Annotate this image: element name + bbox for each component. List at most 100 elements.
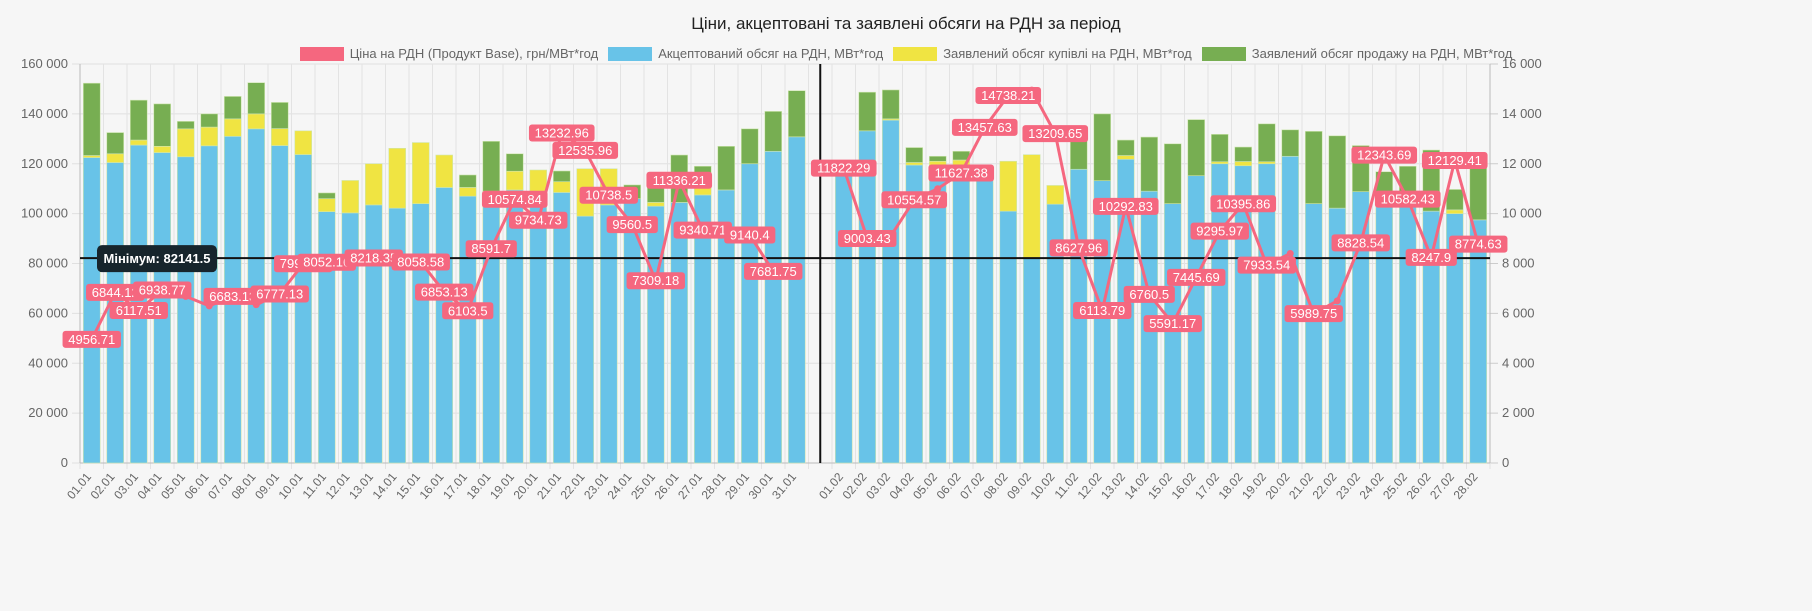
price-data-label: 9560.5 [606, 216, 658, 234]
legend-item[interactable]: Заявлений обсяг купівлі на РДН, МВт*год [893, 46, 1192, 61]
x-tick-label: 13.01 [346, 470, 376, 502]
bar-segment [1093, 180, 1112, 464]
price-label-text: 13232.96 [535, 126, 589, 141]
price-label-box [1092, 197, 1159, 215]
x-tick-label: 17.01 [440, 470, 470, 502]
x-tick-label: 09.01 [252, 470, 282, 502]
bar-segment [1093, 113, 1112, 182]
bar-segment [1304, 203, 1323, 464]
x-tick-label: 01.01 [64, 470, 94, 502]
bar-segment [388, 147, 407, 209]
price-data-label: 12129.41 [1421, 152, 1488, 170]
bar-segment [1234, 146, 1253, 162]
legend-label: Заявлений обсяг продажу на РДН, МВт*год [1251, 46, 1513, 61]
bar-segment [482, 190, 501, 464]
x-tick-label: 10.01 [276, 470, 306, 502]
legend: Ціна на РДН (Продукт Base), грн/МВт*год А… [0, 46, 1812, 61]
price-label-text: 6103.5 [448, 303, 488, 318]
x-tick-label: 26.01 [652, 470, 682, 502]
bar-segment [458, 174, 477, 188]
price-label-text: 6853.13 [421, 285, 468, 300]
bar-segment [294, 130, 313, 155]
x-tick-label: 22.01 [558, 470, 588, 502]
bar-segment [270, 102, 289, 129]
price-data-label: 8218.35 [344, 249, 403, 267]
price-label-text: 10292.83 [1099, 199, 1153, 214]
price-label-box [724, 226, 776, 244]
bar-segment [881, 89, 900, 120]
price-label-text: 10554.57 [887, 192, 941, 207]
price-data-label: 10582.43 [1374, 190, 1441, 208]
bar-segment [270, 145, 289, 464]
bar-segment [364, 204, 383, 464]
y-right-tick-label: 8 000 [1502, 256, 1535, 271]
price-label-text: 6844.12 [92, 285, 139, 300]
bar-segment [176, 121, 195, 130]
price-data-label: 13209.65 [1022, 125, 1089, 143]
bar-segment [129, 99, 148, 141]
bar-segment [294, 154, 313, 464]
price-data-label: 6103.5 [442, 302, 494, 320]
minimum-label-box [97, 245, 217, 273]
price-data-label: 9295.97 [1190, 222, 1249, 240]
bar-segment [364, 163, 383, 206]
y-right-tick-label: 16 000 [1502, 56, 1542, 71]
price-data-label: 10292.83 [1092, 197, 1159, 215]
price-label-box [1190, 222, 1249, 240]
price-label-text: 8627.96 [1055, 240, 1102, 255]
price-label-box [1073, 302, 1132, 320]
bar-segment [482, 141, 501, 192]
price-label-text: 11627.38 [935, 166, 988, 181]
legend-item[interactable]: Заявлений обсяг продажу на РДН, МВт*год [1201, 46, 1513, 61]
x-tick-label: 28.02 [1451, 470, 1481, 502]
price-data-label: 6853.13 [415, 283, 474, 301]
legend-item[interactable]: Ціна на РДН (Продукт Base), грн/МВт*год [299, 46, 598, 61]
price-label-box [1143, 315, 1202, 333]
bar-segment [999, 160, 1018, 212]
price-data-label: 13232.96 [528, 124, 595, 142]
x-tick-label: 29.01 [722, 470, 752, 502]
minimum-annotation: Мінімум: 82141.5 [97, 245, 217, 273]
y-right-tick-label: 4 000 [1502, 355, 1535, 370]
price-data-label: 10574.84 [481, 190, 548, 208]
price-data-label: 5989.75 [1284, 305, 1343, 323]
bar-segment [928, 168, 947, 464]
bar-segment [200, 126, 219, 147]
price-label-box [442, 302, 494, 320]
x-tick-label: 12.01 [323, 470, 353, 502]
price-label-text: 6113.79 [1079, 303, 1125, 318]
bar-segment [928, 155, 947, 162]
price-data-label: 6777.13 [250, 285, 309, 303]
price-label-box [646, 171, 713, 189]
price-data-label: 10738.5 [579, 186, 638, 204]
price-label-box [465, 240, 517, 258]
price-label-text: 9003.43 [844, 231, 891, 246]
legend-label: Заявлений обсяг купівлі на РДН, МВт*год [943, 46, 1192, 61]
legend-item[interactable]: Акцептований обсяг на РДН, МВт*год [608, 46, 883, 61]
price-label-box [1167, 268, 1226, 286]
y-left-tick-label: 100 000 [21, 206, 68, 221]
y-right-tick-label: 14 000 [1502, 106, 1542, 121]
x-tick-label: 03.02 [863, 470, 893, 502]
bar-segment [646, 202, 665, 207]
bar-segment [905, 162, 924, 166]
bar-segment [1163, 203, 1182, 464]
price-label-text: 6760.5 [1129, 287, 1169, 302]
price-label-box [344, 249, 403, 267]
price-label-box [552, 141, 619, 159]
legend-swatch [893, 46, 938, 61]
price-label-box [203, 287, 262, 305]
price-label-text: 7933.54 [1243, 258, 1290, 273]
bar-segment [834, 174, 853, 464]
bar-segment [458, 187, 477, 197]
bar-segment [764, 150, 783, 464]
price-point [1333, 297, 1341, 305]
price-label-box [606, 216, 658, 234]
price-label-text: 9140.4 [730, 228, 770, 243]
bar-segment [975, 177, 994, 464]
minimum-label-text: Мінімум: 82141.5 [104, 251, 211, 266]
price-label-box [1351, 146, 1418, 164]
bar-segment [952, 164, 971, 464]
price-data-label: 8052.16 [297, 253, 356, 271]
